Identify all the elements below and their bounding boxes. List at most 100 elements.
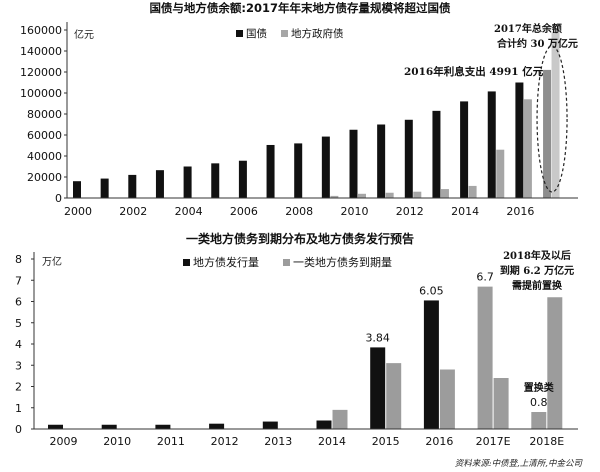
data-label-note: 置换类 [524, 381, 554, 394]
bar-issuance-2012 [209, 423, 225, 429]
x-tick-label: 2010 [341, 205, 369, 218]
legend-swatch-maturity [283, 259, 290, 266]
bar-local-debt-2015 [496, 149, 505, 198]
bar-local-debt-2009 [330, 195, 339, 198]
bar-national-debt-2014 [460, 101, 469, 198]
x-tick-label: 2016 [425, 435, 453, 448]
bar-issuance-2009 [48, 424, 63, 429]
y-tick-label: 1 [15, 402, 22, 415]
bar-issuance-2018E [531, 412, 547, 429]
x-tick-label: 2014 [451, 205, 479, 218]
y-tick-label: 0 [15, 423, 22, 436]
x-tick-label: 2000 [64, 205, 92, 218]
y-tick-label: 0 [55, 192, 62, 205]
bar-issuance-2016 [423, 300, 439, 429]
y-tick-label: 60000 [27, 129, 62, 142]
bar-national-debt-2013 [432, 110, 441, 198]
bottom-chart: 一类地方债务到期分布及地方债务发行预告 万亿 地方债发行量 一类地方债务到期量 … [15, 231, 578, 448]
legend-label-issuance: 地方债发行量 [193, 255, 259, 269]
y-tick-label: 2 [15, 381, 22, 394]
bar-national-debt-2005 [211, 163, 220, 198]
bar-national-debt-2004 [183, 166, 192, 198]
bar-local-debt-2016 [523, 99, 532, 198]
data-label: 6.7 [476, 271, 494, 284]
x-tick-label: 2012 [211, 435, 239, 448]
top-chart-annotations: 2017年总余额 合计约 30 万亿元 2016年利息支出 4991 亿元 [404, 22, 578, 193]
legend-label-local-debt: 地方政府债 [291, 27, 344, 40]
bar-national-debt-2016 [515, 82, 524, 198]
bottom-chart-unit: 万亿 [42, 255, 62, 268]
top-chart: 国债与地方债余额:2017年年末地方债存量规模将超过国债 亿元 国债 地方政府债… [20, 1, 578, 218]
bar-national-debt-2007 [266, 144, 275, 198]
x-tick-label: 2004 [175, 205, 203, 218]
y-tick-label: 8 [15, 253, 22, 266]
x-tick-label: 2017E [476, 435, 511, 448]
data-label: 3.84 [365, 331, 390, 344]
y-tick-label: 80000 [27, 108, 62, 121]
x-tick-label: 2008 [285, 205, 313, 218]
highlight-ellipse [536, 45, 568, 193]
bar-national-debt-2003 [155, 170, 164, 198]
x-tick-label: 2016 [506, 205, 534, 218]
bottom-chart-ticks: 0 1 2 3 4 5 6 7 8 2009 2010 2011 2012 2013 2014 2015 201… [15, 253, 564, 448]
bar-local-debt-2017 [551, 32, 560, 198]
annotation-2018-line3: 需提前置换 [512, 279, 563, 292]
bar-national-debt-2009 [321, 136, 330, 198]
top-chart-bars [73, 32, 560, 199]
bar-local-debt-2011 [385, 192, 394, 198]
bar-maturity-2015 [386, 363, 402, 429]
bar-maturity-2014 [332, 409, 348, 429]
bottom-chart-axes [33, 252, 578, 430]
y-tick-label: 160000 [20, 24, 62, 37]
bar-maturity-2017E [493, 378, 509, 429]
x-tick-label: 2002 [119, 205, 147, 218]
y-tick-label: 120000 [20, 66, 62, 79]
bar-national-debt-2015 [487, 91, 496, 198]
bar-local-debt-2012 [413, 191, 422, 198]
bar-national-debt-2012 [404, 119, 413, 198]
bar-national-debt-2001 [100, 178, 109, 198]
data-label: 6.05 [419, 284, 444, 297]
y-tick-label: 100000 [20, 87, 62, 100]
annotation-2018-line1: 2018年及以后 [503, 249, 571, 262]
bar-national-debt-2010 [349, 129, 358, 198]
x-tick-label: 2015 [372, 435, 400, 448]
legend-label-maturity: 一类地方债务到期量 [293, 255, 392, 269]
x-tick-label: 2018E [529, 435, 564, 448]
top-chart-ticks: 0 20000 40000 60000 80000 100000 120000 140000 1… [20, 24, 534, 218]
annotation-2017-total-line2: 合计约 30 万亿元 [496, 37, 578, 50]
x-tick-label: 2006 [230, 205, 258, 218]
bar-maturity-2018E [547, 297, 563, 429]
bar-national-debt-2002 [128, 174, 137, 198]
top-chart-legend: 国债 地方政府债 [236, 27, 344, 40]
y-tick-label: 20000 [27, 171, 62, 184]
y-tick-label: 7 [15, 274, 22, 287]
bar-national-debt-2017 [543, 69, 552, 199]
bar-national-debt-2000 [73, 181, 81, 198]
source-note: 资料来源:中债登,上清所,中金公司 [455, 458, 584, 469]
bar-national-debt-2008 [294, 143, 303, 198]
bar-local-debt-2014 [468, 185, 477, 198]
bottom-chart-bars [48, 286, 563, 429]
y-tick-label: 4 [15, 338, 22, 351]
y-tick-label: 3 [15, 359, 22, 372]
x-tick-label: 2009 [50, 435, 78, 448]
bar-issuance-2014 [316, 420, 332, 429]
bar-issuance-2011 [155, 424, 171, 429]
annotation-2016-interest: 2016年利息支出 4991 亿元 [404, 65, 544, 78]
bar-issuance-2015 [370, 347, 386, 429]
bar-issuance-2013 [262, 421, 278, 429]
legend-label-national-debt: 国债 [246, 27, 267, 40]
legend-swatch-issuance [183, 259, 190, 266]
top-chart-unit: 亿元 [74, 28, 94, 41]
bar-national-debt-2011 [377, 124, 386, 198]
bar-issuance-2017E [477, 286, 493, 429]
bottom-chart-title: 一类地方债务到期分布及地方债务发行预告 [186, 231, 414, 246]
annotation-2017-total-line1: 2017年总余额 [494, 22, 562, 35]
annotation-2018-line2: 到期 6.2 万亿元 [500, 264, 574, 277]
y-tick-label: 140000 [20, 45, 62, 58]
y-tick-label: 6 [15, 296, 22, 309]
x-tick-label: 2011 [157, 435, 185, 448]
bar-national-debt-2006 [238, 160, 247, 198]
